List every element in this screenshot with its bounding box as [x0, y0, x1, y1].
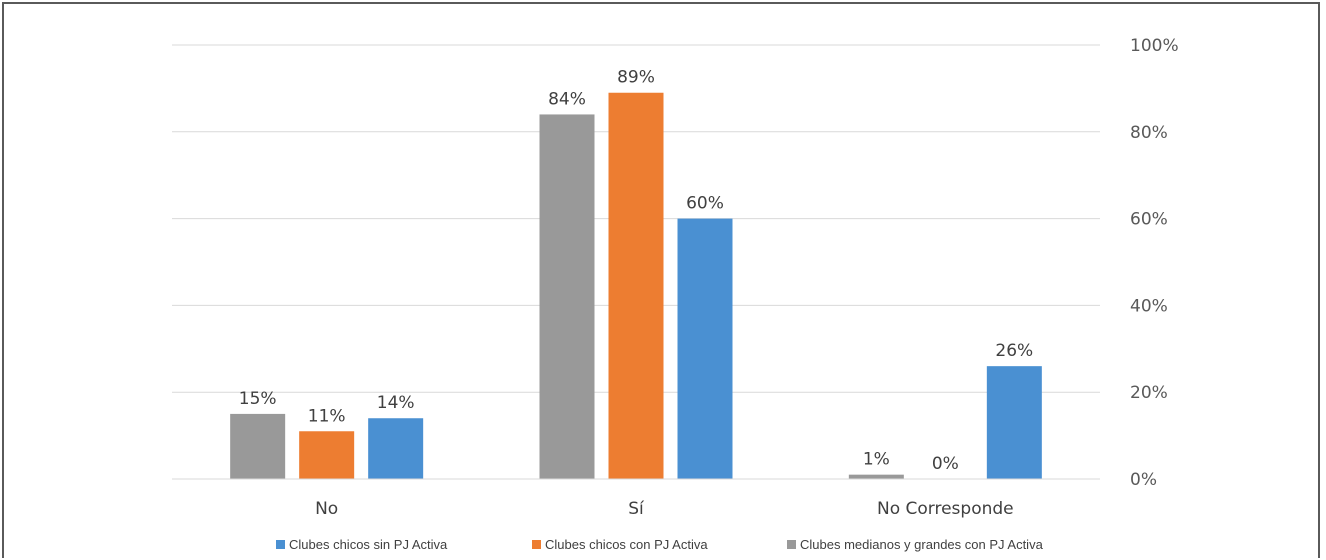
bar: [608, 92, 664, 480]
y-tick-label: 60%: [1130, 210, 1168, 230]
y-tick-label: 0%: [1130, 470, 1157, 490]
data-label: 14%: [377, 393, 415, 413]
y-tick-label: 40%: [1130, 296, 1168, 316]
data-label: 60%: [686, 194, 724, 214]
bar: [848, 474, 904, 479]
bar: [299, 431, 355, 479]
legend-swatch: [787, 540, 796, 549]
x-category-label: No: [315, 499, 338, 519]
y-tick-label: 20%: [1130, 383, 1168, 403]
bar: [539, 114, 595, 479]
legend-label: Clubes medianos y grandes con PJ Activa: [800, 537, 1044, 552]
legend-label: Clubes chicos con PJ Activa: [545, 537, 708, 552]
data-label: 15%: [239, 389, 277, 409]
bar: [986, 366, 1042, 479]
data-label: 0%: [932, 454, 959, 474]
data-label: 84%: [548, 89, 586, 109]
legend-swatch: [532, 540, 541, 549]
data-label: 11%: [308, 406, 346, 426]
x-category-label: No Corresponde: [877, 499, 1014, 519]
x-category-label: Sí: [628, 499, 645, 519]
bar: [368, 418, 424, 479]
y-tick-label: 80%: [1130, 123, 1168, 143]
y-tick-label: 100%: [1130, 36, 1179, 56]
data-label: 1%: [863, 450, 890, 470]
bar: [677, 218, 733, 479]
data-label: 26%: [995, 341, 1033, 361]
bar: [230, 413, 286, 479]
legend-label: Clubes chicos sin PJ Activa: [289, 537, 448, 552]
legend-swatch: [276, 540, 285, 549]
data-label: 89%: [617, 68, 655, 88]
